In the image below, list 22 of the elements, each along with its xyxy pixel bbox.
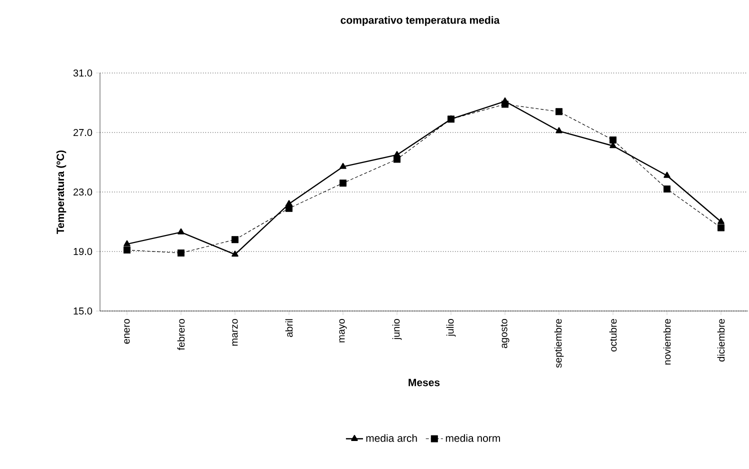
x-tick-label: noviembre <box>663 318 671 365</box>
x-tick-label: enero <box>124 318 130 344</box>
y-axis-title: Temperatura (ºC) <box>56 150 66 234</box>
x-tick-label: marzo <box>232 318 238 346</box>
y-tick-label: 15.0 <box>74 307 92 315</box>
x-tick-label: septiembre <box>554 318 564 368</box>
x-tick-label: julio <box>446 318 456 337</box>
legend-label: media arch <box>366 434 417 442</box>
x-tick-label: diciembre <box>717 318 725 362</box>
x-tick-label: abril <box>285 319 293 338</box>
y-tick-label: 19.0 <box>74 248 92 256</box>
x-axis-title: Meses <box>408 378 440 386</box>
chart-title: comparativo temperatura media <box>340 16 500 26</box>
x-tick-label: agosto <box>500 318 510 348</box>
x-tick-label: febrero <box>177 318 185 350</box>
x-tick-label: junio <box>392 318 402 340</box>
y-tick-label: 23.0 <box>74 188 92 196</box>
legend-label: media norm <box>446 434 500 442</box>
y-tick-label: 31.0 <box>73 69 92 77</box>
y-tick-label: 27.0 <box>74 128 92 136</box>
x-tick-label: mayo <box>339 318 347 342</box>
x-tick-label: octubre <box>609 318 617 352</box>
